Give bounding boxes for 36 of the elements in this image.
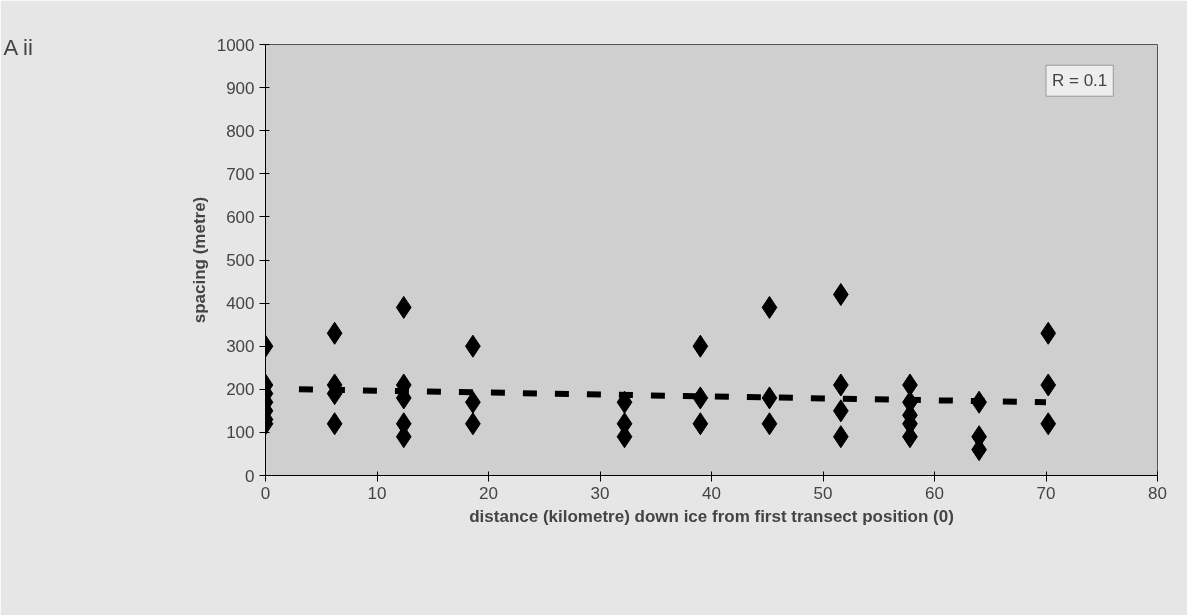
y-tick-label: 700 xyxy=(226,164,255,184)
point xyxy=(761,295,778,319)
y-tick-label: 1000 xyxy=(216,35,255,55)
point xyxy=(395,295,412,319)
x-tick-label: 30 xyxy=(590,483,610,503)
y-tick-label: 0 xyxy=(245,466,255,486)
y-tick-label: 800 xyxy=(226,121,255,141)
point xyxy=(1040,373,1057,397)
annotation: R = 0.1 xyxy=(1052,71,1108,91)
x-axis-title: distance (kilometre) down ice from first transect position (0) xyxy=(469,506,954,526)
x-tick-label: 60 xyxy=(925,483,944,503)
point xyxy=(692,386,709,410)
x-tick-label: 20 xyxy=(479,483,498,503)
x-tick-label: 0 xyxy=(260,483,271,503)
point xyxy=(326,412,343,436)
y-tick-label: 100 xyxy=(226,423,255,443)
point xyxy=(1040,321,1057,345)
x-tick-label: 70 xyxy=(1036,483,1056,503)
x-tick-label: 10 xyxy=(367,483,387,503)
x-tick-label: 40 xyxy=(702,483,721,503)
y-tick-label: 200 xyxy=(226,380,255,400)
y-tick-label: 300 xyxy=(226,337,255,357)
point xyxy=(692,334,709,358)
y-tick-label: 400 xyxy=(226,294,255,314)
point xyxy=(326,321,343,345)
x-tick-label: 50 xyxy=(813,483,833,503)
y-tick-label: 900 xyxy=(226,78,255,98)
point xyxy=(761,386,778,410)
y-axis-title: spacing (metre) xyxy=(189,196,209,324)
y-tick-label: 600 xyxy=(226,207,255,227)
y-tick-label: 500 xyxy=(226,251,255,270)
x-tick-label: 80 xyxy=(1148,483,1167,503)
point xyxy=(692,412,709,436)
text: A ii xyxy=(3,34,33,60)
point xyxy=(1040,412,1057,436)
point xyxy=(761,412,778,436)
